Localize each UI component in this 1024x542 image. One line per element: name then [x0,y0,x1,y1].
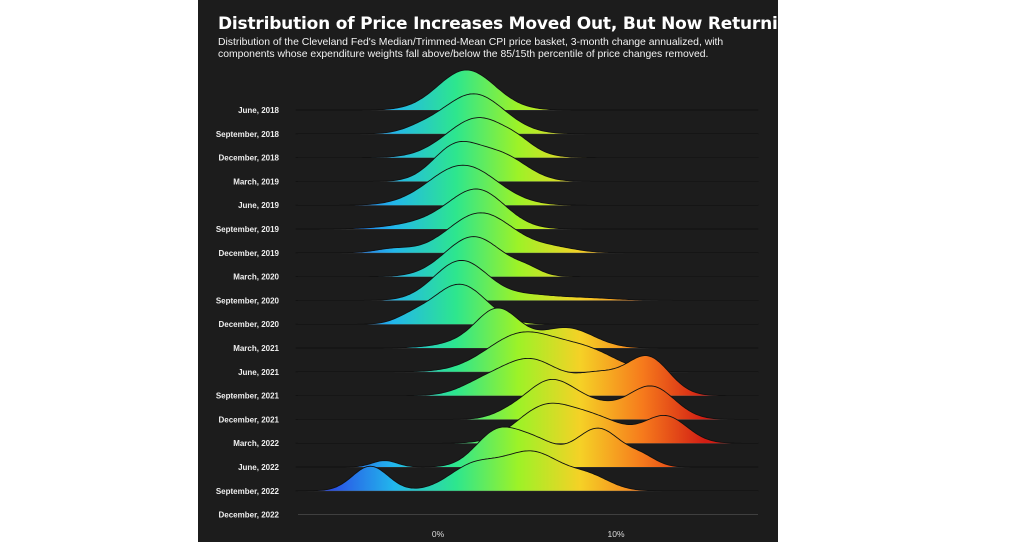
row-label: June, 2022 [238,463,279,472]
ridge-outline [295,69,759,111]
row-label: December, 2019 [219,249,280,258]
ridge-area [295,355,759,396]
ridge-area [295,236,759,277]
row-label: September, 2018 [216,130,280,139]
ridge-area [295,427,759,467]
row-label: June, 2021 [238,368,279,377]
ridge-area [295,331,759,372]
row-label: March, 2022 [233,439,279,448]
row-label: March, 2019 [233,177,279,186]
ridge-outline [295,426,759,468]
ridge-outline [295,402,759,444]
ridge-outline [295,283,759,325]
x-tick-label: 10% [607,529,624,539]
row-label: September, 2020 [216,296,280,305]
ridge-area [295,212,759,253]
row-label: March, 2021 [233,344,279,353]
ridge-area [295,379,759,420]
ridge-outline [295,117,759,159]
row-label: March, 2020 [233,273,279,282]
ridge-area [295,403,759,444]
row-label: September, 2022 [216,487,280,496]
ridge-area [295,450,759,491]
row-label: September, 2019 [216,225,280,234]
chart-subtitle: Distribution of the Cleveland Fed's Medi… [218,37,724,60]
ridge-outline [295,259,759,301]
row-label: December, 2018 [219,154,280,163]
ridge-area [295,284,759,325]
ridge-outline [295,378,759,420]
row-label: December, 2020 [219,320,280,329]
row-label: June, 2019 [238,201,279,210]
ridge-area [295,93,759,134]
ridge-area [295,141,759,182]
row-label: December, 2022 [219,511,280,520]
x-tick-label: 0% [432,529,445,539]
chart-panel: Distribution of Price Increases Moved Ou… [198,0,778,542]
row-label: September, 2021 [216,392,280,401]
ridge-outline [295,212,759,254]
row-label: June, 2018 [238,106,279,115]
ridge-outline [295,450,759,492]
ridge-area [295,308,759,348]
ridge-area [295,117,759,158]
ridge-outline [295,93,759,135]
ridge-outline [295,140,759,182]
ridge-outline [295,236,759,278]
row-labels-layer: June, 2018 September, 2018 December, 2018 M… [216,106,280,520]
ridge-outline [295,331,759,373]
ridge-area [295,165,759,206]
ridge-outline [295,188,759,230]
chart-title: Distribution of Price Increases Moved Ou… [218,14,778,34]
ridge-outline [295,164,759,206]
ridge-area [295,189,759,229]
ridge-outline [295,307,759,349]
row-label: December, 2021 [219,415,280,424]
ridge-area [295,70,759,110]
ridgeline-chart: June, 2018 September, 2018 December, 2018 M… [216,69,759,539]
x-axis-ticks: 0% 10% [432,529,625,539]
ridges-layer [295,69,759,515]
ridge-outline [295,355,759,397]
